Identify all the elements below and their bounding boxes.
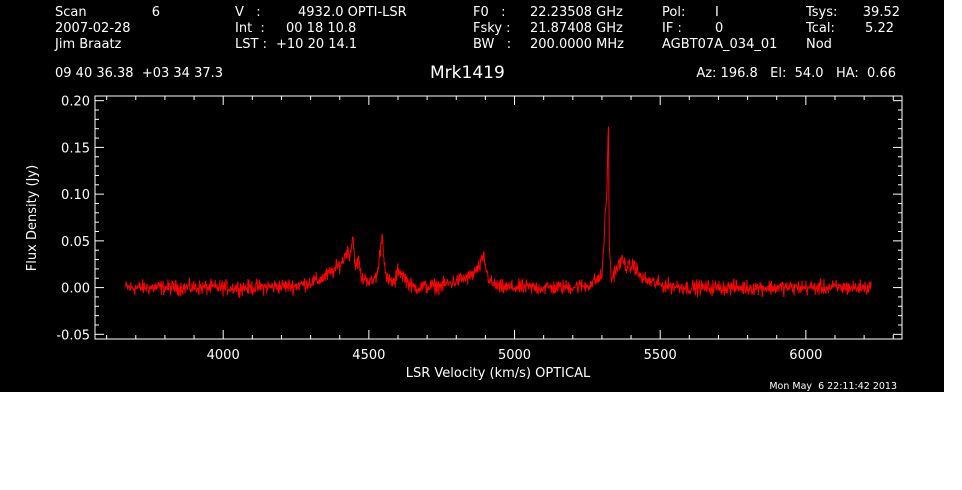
sky-frequency-label: Fsky :: [473, 21, 511, 36]
spectrum-plot: 4000 4500 5000 5500 6000 -0.05 0.00 0.05 0.10 0.1…: [25, 95, 903, 381]
y-tick-label: 0.00: [61, 282, 90, 297]
rest-frequency-label: F0 :: [473, 5, 506, 20]
y-tick-label: 0.15: [61, 141, 90, 156]
velocity-label: V :: [235, 5, 261, 20]
project-id: AGBT07A_034_01: [662, 37, 778, 52]
spectrum-panel: Scan 6 2007-02-28 Jim Braatz 09 40 36.38…: [0, 0, 944, 392]
pointing-info: Az: 196.8 El: 54.0 HA: 0.66: [696, 66, 896, 81]
y-tick-label: 0.10: [61, 188, 90, 203]
plot-timestamp: Mon May 6 22:11:42 2013: [769, 381, 897, 392]
observing-mode: Nod: [806, 37, 832, 52]
source-coordinates: 09 40 36.38 +03 34 37.3: [55, 66, 224, 81]
polarization-label: Pol:: [662, 5, 686, 20]
source-name: Mrk1419: [430, 63, 505, 83]
x-tick-label: 6000: [789, 348, 822, 363]
observation-date: 2007-02-28: [55, 21, 131, 36]
plot-frame: [94, 95, 903, 340]
tcal-label: Tcal:: [806, 21, 835, 36]
tsys-value: 39.52: [862, 5, 900, 20]
sky-frequency-value: 21.87408 GHz: [530, 21, 623, 36]
x-tick-label: 5500: [644, 348, 677, 363]
y-tick-label: 0.05: [61, 235, 90, 250]
x-tick-label: 5000: [498, 348, 531, 363]
y-axis-label: Flux Density (Jy): [25, 165, 40, 271]
scan-label: Scan: [55, 5, 87, 20]
polarization-value: I: [715, 5, 719, 20]
integration-label: Int :: [235, 21, 265, 36]
y-tick-label: 0.20: [61, 95, 90, 110]
if-value: 0: [715, 21, 724, 36]
integration-value: 00 18 10.8: [286, 21, 357, 36]
spectrum-trace: [125, 126, 872, 299]
x-tick-label: 4500: [352, 348, 385, 363]
bandwidth-label: BW :: [473, 37, 512, 52]
scan-value: 6: [151, 5, 160, 20]
observer-name: Jim Braatz: [55, 37, 122, 52]
x-tick-label: 4000: [207, 348, 240, 363]
bandwidth-value: 200.0000 MHz: [530, 37, 624, 52]
lst-value: +10 20 14.1: [276, 37, 358, 52]
if-label: IF :: [662, 21, 682, 36]
x-axis-label: LSR Velocity (km/s) OPTICAL: [406, 366, 591, 381]
velocity-value: 4932.0 OPTI-LSR: [298, 5, 407, 20]
tcal-value: 5.22: [865, 21, 894, 36]
lst-label: LST :: [235, 37, 267, 52]
rest-frequency-value: 22.23508 GHz: [530, 5, 623, 20]
tsys-label: Tsys:: [806, 5, 838, 20]
y-tick-label: -0.05: [56, 328, 90, 343]
